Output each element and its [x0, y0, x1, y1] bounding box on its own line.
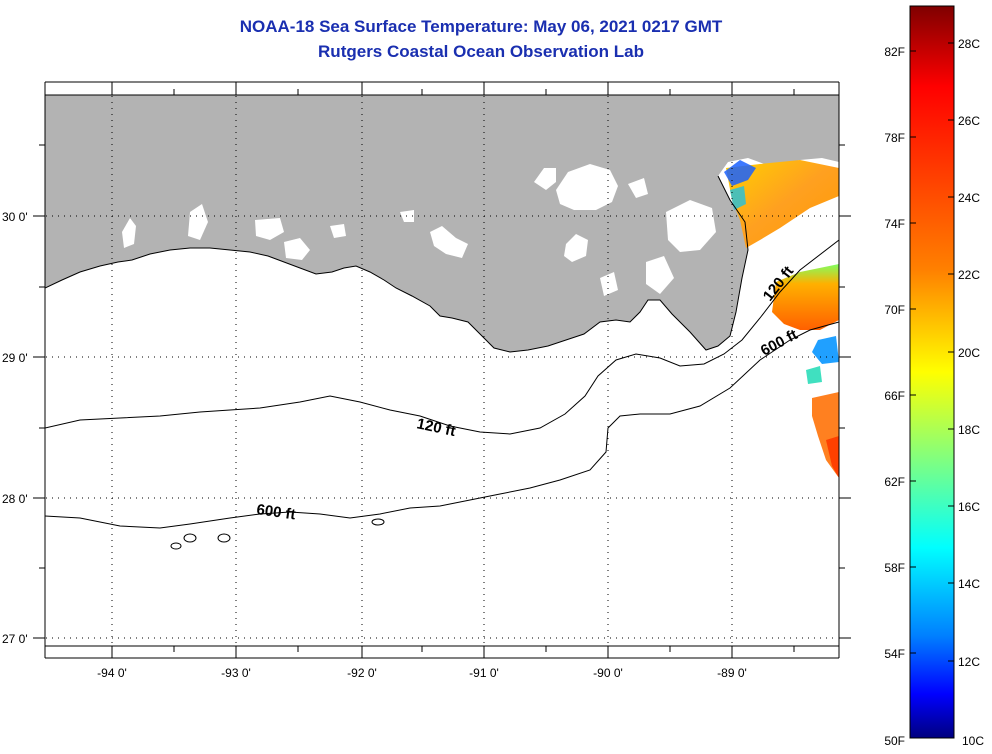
colorbar-f-label: 54F	[884, 647, 905, 661]
colorbar-c-label: 20C	[958, 346, 980, 360]
colorbar-c-label: 18C	[958, 423, 980, 437]
seafloor-feature	[183, 533, 197, 543]
land-area	[45, 95, 839, 352]
colorbar-c-label: 16C	[958, 500, 980, 514]
lake	[666, 200, 716, 252]
contour-120ft	[45, 239, 839, 435]
graticule	[46, 96, 838, 645]
seafloor-feature	[371, 518, 385, 526]
colorbar-c-label: 28C	[958, 37, 980, 51]
lon-label: -93 0'	[221, 666, 251, 680]
map-title: NOAA-18 Sea Surface Temperature: May 06,…	[239, 17, 723, 36]
lat-label: 29 0'	[2, 351, 28, 365]
map-subtitle: Rutgers Coastal Ocean Observation Lab	[318, 42, 644, 61]
lake	[600, 272, 618, 296]
lon-label: -91 0'	[469, 666, 499, 680]
colorbar-f-label: 82F	[884, 45, 905, 59]
sst-patch	[730, 186, 746, 210]
colorbar-c-label: 12C	[958, 655, 980, 669]
lake	[564, 234, 588, 262]
lake	[646, 256, 674, 294]
colorbar-ticks	[910, 42, 954, 662]
colorbar-f-label: 66F	[884, 389, 905, 403]
lake	[556, 164, 618, 210]
coastline	[45, 175, 749, 353]
seafloor-feature	[170, 542, 182, 550]
colorbar-f-label: 70F	[884, 303, 905, 317]
colorbar	[909, 5, 955, 739]
sst-patch	[724, 160, 756, 186]
sst-patch	[772, 264, 839, 330]
contour-600ft	[45, 321, 839, 529]
lake	[122, 218, 136, 248]
sst-patch	[806, 366, 822, 384]
colorbar-f-label: 58F	[884, 561, 905, 575]
seafloor-feature	[217, 533, 231, 543]
lake	[284, 238, 310, 260]
lake	[255, 218, 284, 240]
lake	[628, 178, 648, 198]
contour-label: 600 ft	[255, 501, 296, 523]
sst-patch	[826, 436, 839, 478]
lon-label: -92 0'	[347, 666, 377, 680]
lake	[534, 168, 556, 190]
lake	[330, 224, 346, 238]
colorbar-c-label: 14C	[958, 577, 980, 591]
colorbar-c-label: 10C	[962, 734, 984, 748]
lat-label: 30 0'	[2, 210, 28, 224]
sst-patch	[726, 160, 839, 248]
colorbar-f-label: 62F	[884, 475, 905, 489]
colorbar-c-label: 22C	[958, 268, 980, 282]
lat-label: 28 0'	[2, 492, 28, 506]
axis-ticks	[33, 82, 851, 658]
colorbar-c-label: 26C	[958, 114, 980, 128]
lon-label: -89 0'	[717, 666, 747, 680]
lake	[188, 204, 208, 240]
colorbar-f-label: 74F	[884, 217, 905, 231]
lat-label: 27 0'	[2, 632, 28, 646]
colorbar-f-label: 50F	[884, 734, 905, 748]
lon-label: -90 0'	[593, 666, 623, 680]
lon-label: -94 0'	[97, 666, 127, 680]
colorbar-c-label: 24C	[958, 191, 980, 205]
colorbar-f-label: 78F	[884, 131, 905, 145]
lake	[430, 226, 468, 258]
